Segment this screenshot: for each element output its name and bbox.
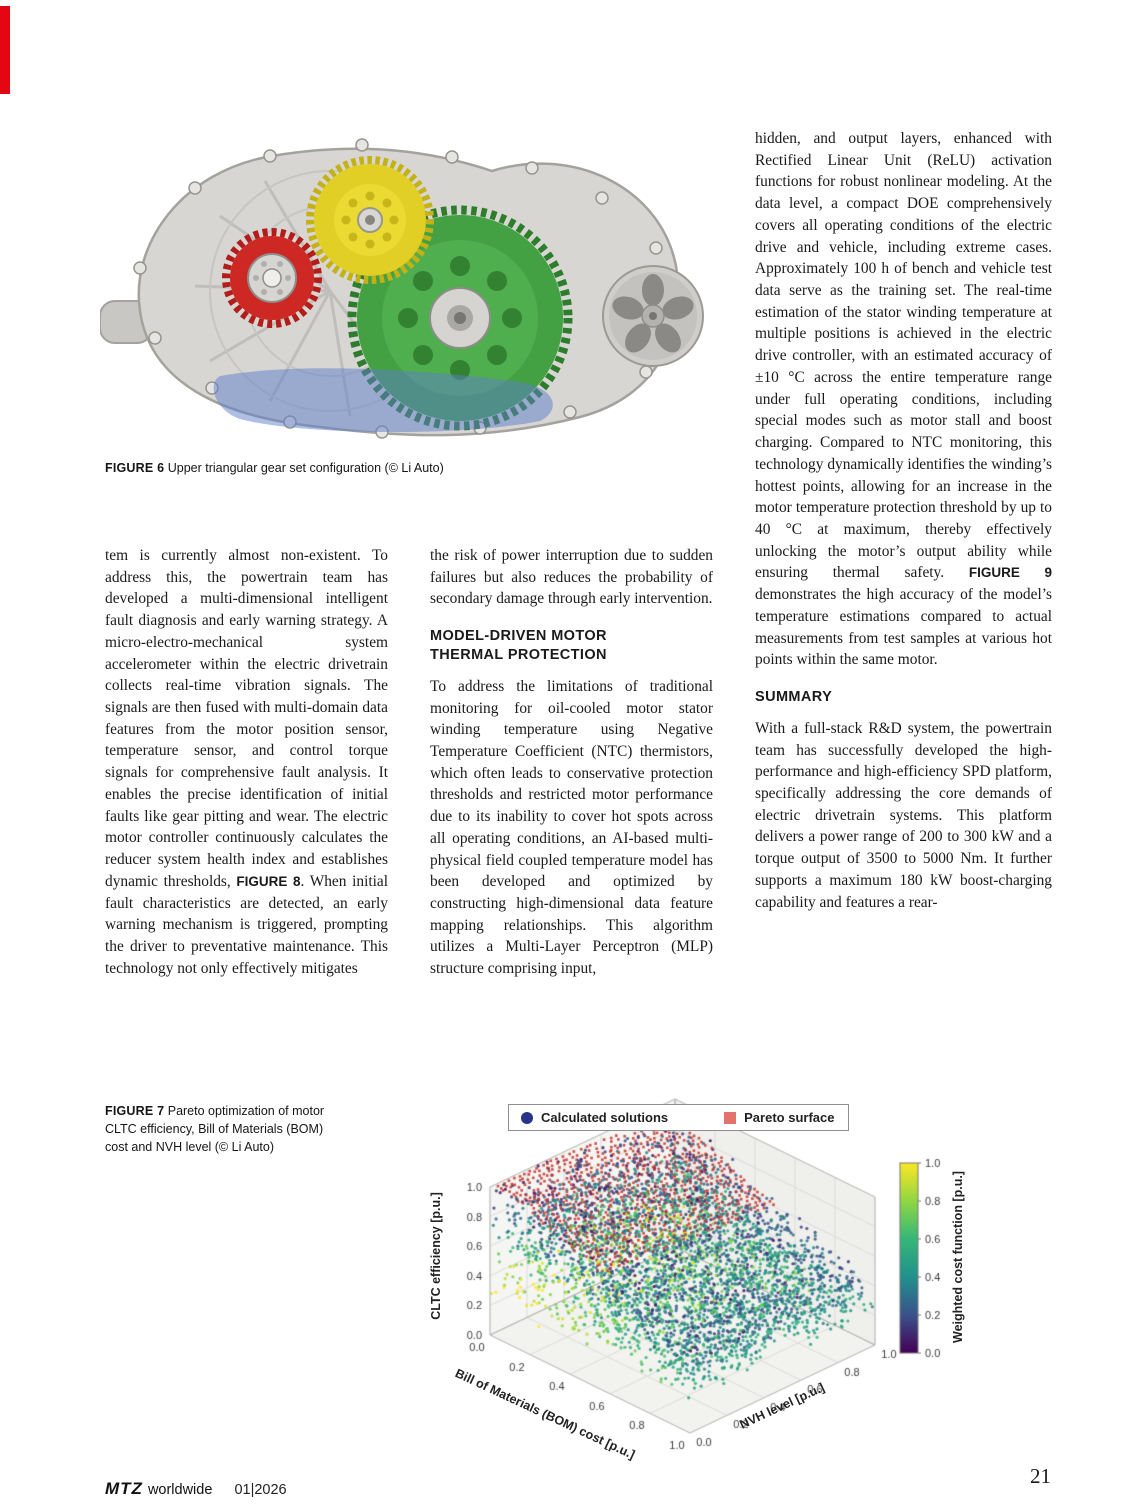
middle-paragraph-2: To address the limitations of traditiona… — [430, 677, 713, 978]
chart-legend: Calculated solutions Pareto surface — [508, 1104, 850, 1131]
legend-label-pareto-surface: Pareto surface — [744, 1110, 835, 1125]
figure7-caption: FIGURE 7 Pareto optimization of motor CL… — [105, 1103, 343, 1156]
red-gear — [222, 228, 322, 328]
legend-item-pareto-surface: Pareto surface — [724, 1110, 834, 1125]
column-middle: the risk of power interruption due to su… — [430, 545, 713, 980]
brand-logo: MTZ — [105, 1479, 143, 1498]
column-right: hidden, and output layers, enhanced with… — [755, 128, 1052, 913]
section-heading-thermal-protection: MODEL-DRIVEN MOTOR THERMAL PROTECTION — [430, 628, 607, 663]
issue-number: 01|2026 — [234, 1482, 287, 1498]
page-edge-accent-bar — [0, 6, 10, 94]
figure6-caption-label: FIGURE 6 — [105, 461, 165, 475]
left-paragraph: tem is currently almost non-existent. To… — [105, 547, 389, 977]
middle-paragraph-1: the risk of power interruption due to su… — [430, 547, 713, 608]
figure6 — [99, 126, 720, 456]
pareto-3d-scatter-canvas — [395, 1090, 1095, 1475]
figure7-pareto-chart: Calculated solutions Pareto surface CLTC… — [395, 1090, 1120, 1482]
calculated-solutions-marker-icon — [521, 1111, 533, 1124]
figure6-gearbox-image — [99, 138, 704, 439]
figure6-caption-text: Upper triangular gear set configuration … — [167, 461, 444, 475]
legend-item-calculated-solutions: Calculated solutions — [521, 1110, 668, 1125]
legend-label-calculated-solutions: Calculated solutions — [541, 1110, 669, 1125]
column-left: tem is currently almost non-existent. To… — [105, 545, 388, 979]
yellow-gear — [306, 156, 434, 284]
page-footer: MTZ worldwide 01|2026 — [105, 1479, 287, 1499]
brand-suffix: worldwide — [147, 1482, 213, 1498]
z-axis-label: CLTC efficiency [p.u.] — [429, 1192, 443, 1320]
figure7-caption-label: FIGURE 7 — [105, 1104, 165, 1118]
wheel-hub — [602, 265, 704, 367]
section-heading-summary: SUMMARY — [755, 688, 833, 705]
figure6-caption: FIGURE 6 Upper triangular gear set confi… — [105, 461, 625, 475]
page-number: 21 — [1030, 1464, 1051, 1488]
figure7-caption-text: Pareto optimization of motor CLTC effici… — [105, 1104, 325, 1154]
green-gear — [347, 205, 573, 431]
right-paragraph-2: With a full-stack R&D system, the powert… — [755, 719, 1052, 911]
right-paragraph-1: hidden, and output layers, enhanced with… — [755, 130, 1052, 669]
colorbar-axis-label: Weighted cost function [p.u.] — [951, 1171, 965, 1343]
blue-differential-overlay — [213, 368, 553, 433]
pareto-surface-marker-icon — [724, 1111, 737, 1124]
